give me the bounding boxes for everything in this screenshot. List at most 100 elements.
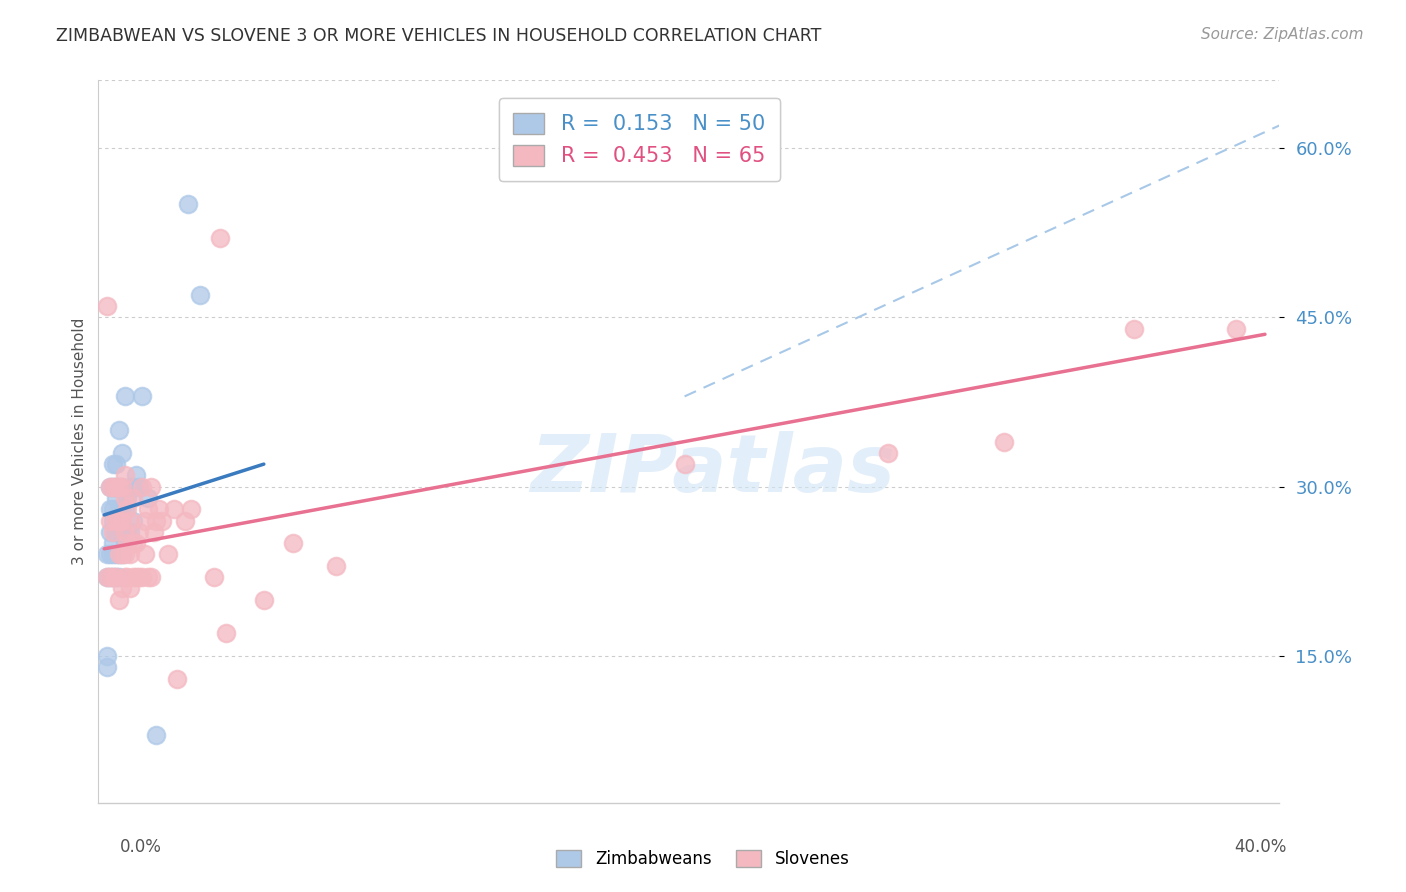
Point	[114, 389, 136, 403]
Point	[98, 514, 121, 528]
Point	[325, 558, 347, 573]
Point	[157, 548, 180, 562]
Text: Source: ZipAtlas.com: Source: ZipAtlas.com	[1201, 27, 1364, 42]
Point	[120, 582, 142, 596]
Point	[114, 524, 136, 539]
Point	[117, 536, 139, 550]
Point	[101, 524, 124, 539]
Point	[107, 480, 129, 494]
Point	[104, 480, 127, 494]
Point	[111, 502, 134, 516]
Point	[120, 524, 142, 539]
Point	[142, 524, 165, 539]
Point	[163, 502, 186, 516]
Point	[98, 480, 121, 494]
Point	[188, 287, 211, 301]
Point	[136, 491, 159, 505]
Text: ZIPatlas: ZIPatlas	[530, 432, 896, 509]
Point	[96, 548, 118, 562]
Point	[876, 446, 898, 460]
Point	[215, 626, 238, 640]
Point	[673, 457, 696, 471]
Point	[139, 570, 162, 584]
Point	[111, 446, 134, 460]
Point	[174, 514, 197, 528]
Point	[111, 514, 134, 528]
Legend: R =  0.153   N = 50, R =  0.453   N = 65: R = 0.153 N = 50, R = 0.453 N = 65	[499, 98, 780, 181]
Point	[114, 570, 136, 584]
Point	[96, 660, 118, 674]
Point	[117, 524, 139, 539]
Point	[101, 457, 124, 471]
Text: 40.0%: 40.0%	[1234, 838, 1286, 856]
Point	[101, 536, 124, 550]
Point	[114, 468, 136, 483]
Point	[104, 514, 127, 528]
Point	[111, 548, 134, 562]
Point	[114, 548, 136, 562]
Point	[122, 570, 145, 584]
Point	[101, 570, 124, 584]
Point	[98, 548, 121, 562]
Point	[253, 592, 276, 607]
Point	[1225, 321, 1247, 335]
Point	[98, 570, 121, 584]
Point	[150, 514, 173, 528]
Point	[98, 480, 121, 494]
Point	[111, 480, 134, 494]
Point	[128, 480, 150, 494]
Point	[104, 548, 127, 562]
Point	[104, 480, 127, 494]
Point	[134, 514, 156, 528]
Point	[1123, 321, 1146, 335]
Point	[104, 514, 127, 528]
Point	[117, 502, 139, 516]
Point	[104, 524, 127, 539]
Point	[107, 524, 129, 539]
Point	[111, 582, 134, 596]
Point	[131, 570, 153, 584]
Point	[111, 524, 134, 539]
Point	[98, 524, 121, 539]
Point	[166, 672, 188, 686]
Point	[117, 491, 139, 505]
Point	[136, 570, 159, 584]
Point	[122, 536, 145, 550]
Text: ZIMBABWEAN VS SLOVENE 3 OR MORE VEHICLES IN HOUSEHOLD CORRELATION CHART: ZIMBABWEAN VS SLOVENE 3 OR MORE VEHICLES…	[56, 27, 821, 45]
Point	[111, 548, 134, 562]
Point	[114, 502, 136, 516]
Point	[128, 524, 150, 539]
Point	[148, 502, 170, 516]
Y-axis label: 3 or more Vehicles in Household: 3 or more Vehicles in Household	[72, 318, 87, 566]
Point	[114, 536, 136, 550]
Point	[107, 548, 129, 562]
Point	[101, 514, 124, 528]
Point	[180, 502, 202, 516]
Point	[122, 491, 145, 505]
Point	[117, 570, 139, 584]
Point	[131, 480, 153, 494]
Point	[145, 514, 167, 528]
Point	[96, 570, 118, 584]
Point	[136, 502, 159, 516]
Point	[128, 570, 150, 584]
Point	[131, 389, 153, 403]
Point	[107, 592, 129, 607]
Point	[96, 570, 118, 584]
Point	[125, 536, 148, 550]
Point	[107, 502, 129, 516]
Point	[281, 536, 304, 550]
Point	[104, 457, 127, 471]
Point	[96, 299, 118, 313]
Text: 0.0%: 0.0%	[120, 838, 162, 856]
Point	[107, 514, 129, 528]
Point	[204, 570, 226, 584]
Point	[993, 434, 1015, 449]
Point	[98, 570, 121, 584]
Point	[104, 491, 127, 505]
Point	[122, 480, 145, 494]
Point	[139, 480, 162, 494]
Point	[107, 480, 129, 494]
Point	[101, 502, 124, 516]
Point	[120, 514, 142, 528]
